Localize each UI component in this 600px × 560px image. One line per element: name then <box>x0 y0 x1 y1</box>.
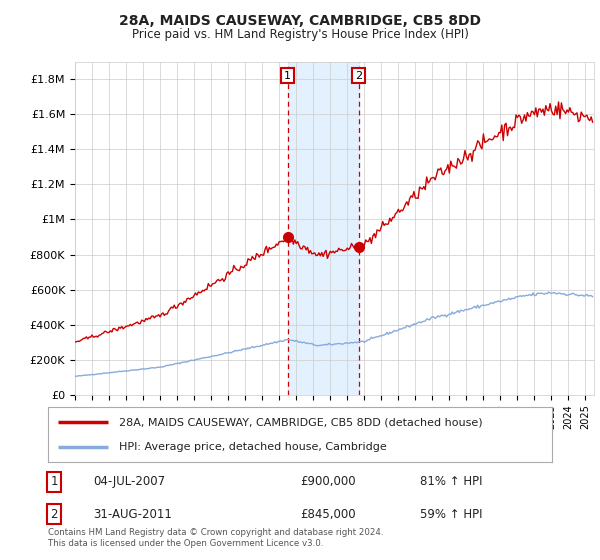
Text: 28A, MAIDS CAUSEWAY, CAMBRIDGE, CB5 8DD (detached house): 28A, MAIDS CAUSEWAY, CAMBRIDGE, CB5 8DD … <box>119 418 482 427</box>
Text: HPI: Average price, detached house, Cambridge: HPI: Average price, detached house, Camb… <box>119 442 386 451</box>
Text: Contains HM Land Registry data © Crown copyright and database right 2024.
This d: Contains HM Land Registry data © Crown c… <box>48 528 383 548</box>
Text: Price paid vs. HM Land Registry's House Price Index (HPI): Price paid vs. HM Land Registry's House … <box>131 28 469 41</box>
Text: 1: 1 <box>50 475 58 488</box>
Text: 1: 1 <box>284 71 291 81</box>
Text: 04-JUL-2007: 04-JUL-2007 <box>93 475 165 488</box>
Text: £845,000: £845,000 <box>300 507 356 521</box>
Text: 59% ↑ HPI: 59% ↑ HPI <box>420 507 482 521</box>
Text: £900,000: £900,000 <box>300 475 356 488</box>
Text: 81% ↑ HPI: 81% ↑ HPI <box>420 475 482 488</box>
Text: 31-AUG-2011: 31-AUG-2011 <box>93 507 172 521</box>
Bar <box>288 62 359 395</box>
Text: 2: 2 <box>355 71 362 81</box>
Text: 28A, MAIDS CAUSEWAY, CAMBRIDGE, CB5 8DD: 28A, MAIDS CAUSEWAY, CAMBRIDGE, CB5 8DD <box>119 14 481 28</box>
Text: 2: 2 <box>50 507 58 521</box>
